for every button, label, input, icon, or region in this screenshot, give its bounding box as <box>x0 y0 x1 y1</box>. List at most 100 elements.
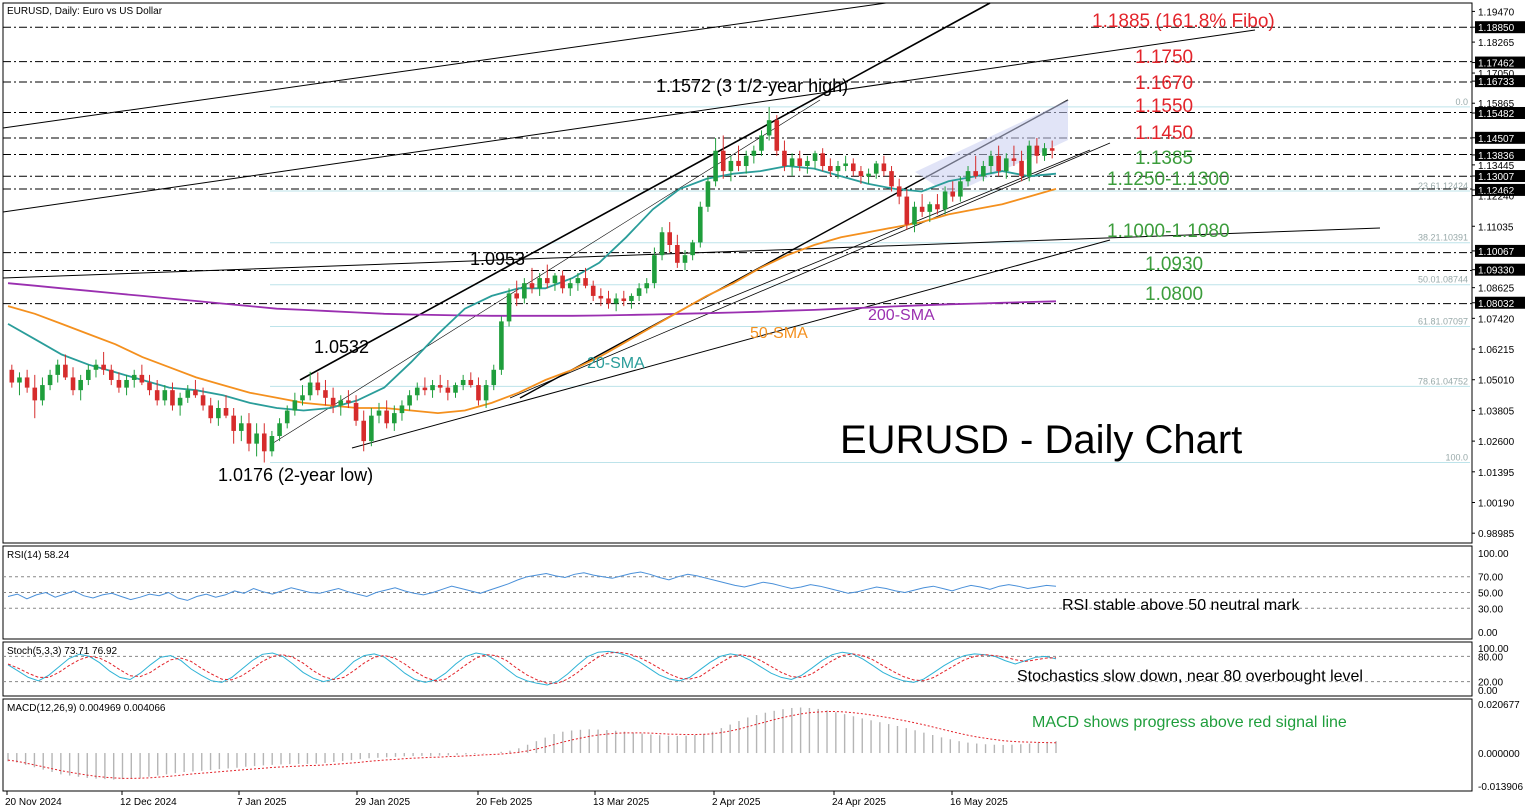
candle <box>728 155 734 182</box>
price-tick-label: 1.03805 <box>1478 406 1515 417</box>
candle <box>973 155 978 179</box>
sma200-line <box>7 282 1057 317</box>
candle <box>935 194 940 215</box>
candle <box>407 390 412 411</box>
fib-label-2: 38.21.10391 <box>1418 233 1468 243</box>
date-tick-label: 2 Apr 2025 <box>712 797 761 808</box>
candle <box>514 280 519 307</box>
indicator-tick-label: 20.00 <box>1478 678 1503 689</box>
candle <box>1011 145 1017 167</box>
candle <box>1034 138 1040 164</box>
candle <box>1003 153 1009 179</box>
candle <box>552 273 558 291</box>
candle <box>506 288 512 327</box>
candle <box>32 374 38 419</box>
candle <box>116 372 122 393</box>
candle <box>437 374 443 393</box>
price-tick-label: 1.01395 <box>1478 468 1515 479</box>
candle <box>988 150 994 174</box>
candle <box>1019 150 1024 182</box>
rising-wedge-shade <box>915 100 1068 195</box>
candle <box>300 385 305 406</box>
candle <box>965 166 971 187</box>
candle <box>154 379 160 406</box>
candle <box>720 135 726 179</box>
candle <box>78 374 83 401</box>
candle <box>445 379 451 401</box>
support-label-5: 1.0800 <box>1145 284 1203 305</box>
candle <box>108 364 114 386</box>
date-tick-label: 16 May 2025 <box>950 797 1008 808</box>
price-tag <box>1475 170 1525 183</box>
price-tag <box>1475 131 1525 144</box>
trend-line-7 <box>699 149 1091 311</box>
fib-label-5: 78.61.04752 <box>1418 376 1468 386</box>
candle <box>47 369 53 391</box>
candle <box>208 397 214 424</box>
candle <box>246 413 252 452</box>
trend-line-3 <box>299 2 991 381</box>
sma50-line <box>7 188 1057 415</box>
candle <box>873 160 879 179</box>
trend-line-5 <box>351 239 1111 449</box>
candle <box>24 369 30 393</box>
date-tick-label: 13 Mar 2025 <box>593 797 650 808</box>
price-candles <box>9 106 1055 463</box>
candle <box>1042 143 1047 161</box>
candle <box>460 374 466 391</box>
trend-line-1 <box>2 29 1256 213</box>
price-tick-label: 1.11035 <box>1478 222 1514 233</box>
indicator-tick-label: 0.000000 <box>1478 749 1520 760</box>
candle <box>782 140 787 172</box>
candle <box>667 222 672 253</box>
fib-label-6: 100.0 <box>1445 453 1468 463</box>
candle <box>560 270 565 294</box>
candle <box>1026 140 1032 182</box>
candle <box>820 148 825 172</box>
indicator-tick-label: 100.00 <box>1478 549 1509 560</box>
rsi-note: RSI stable above 50 neutral mark <box>1062 597 1300 614</box>
candle <box>919 194 925 217</box>
indicator-tick-label: 50.00 <box>1478 589 1503 600</box>
price-tick-label: 1.15865 <box>1478 99 1515 110</box>
price-tick-label: 1.09330 <box>1478 266 1515 277</box>
candle <box>896 178 902 205</box>
candle <box>629 293 634 309</box>
fib-label-4: 61.81.07097 <box>1418 316 1468 326</box>
candle <box>812 150 818 169</box>
candle <box>216 400 221 426</box>
candle <box>537 273 542 296</box>
stoch-main-line <box>7 650 1057 686</box>
trend-line-8 <box>509 142 1111 399</box>
price-axis: 1.19470 1.18850 1.18265 1.174621.170501.167… <box>1472 7 1525 540</box>
price-tick-label: 1.18850 <box>1478 23 1515 34</box>
support-label-2: 1.1250-1.1300 <box>1107 169 1230 190</box>
indicator-tick-label: 0.00 <box>1478 628 1498 639</box>
candle <box>468 372 474 388</box>
candle <box>759 130 764 156</box>
candle <box>590 280 596 302</box>
candle <box>101 351 106 375</box>
candle <box>86 364 91 386</box>
candle <box>453 382 458 398</box>
macd-label: MACD(12,26,9) 0.004969 0.004066 <box>7 703 166 714</box>
price-tick-label: 1.18265 <box>1478 38 1515 49</box>
support-label-1: 1.1385 <box>1135 148 1193 169</box>
fibonacci-retracement-lines: 0.0 23.61.12424 38.21.10391 50.01.08744 61.8… <box>270 97 1470 464</box>
candle <box>636 283 642 302</box>
candle <box>323 379 328 406</box>
candle <box>261 423 267 463</box>
price-tick-label: 1.10067 <box>1478 247 1515 258</box>
candle <box>545 264 550 289</box>
resistance-label-3: 1.1550 <box>1135 96 1193 117</box>
price-tick-label: 1.06215 <box>1478 345 1515 356</box>
date-tick-label: 20 Nov 2024 <box>5 797 62 808</box>
resistance-label-4: 1.1450 <box>1135 123 1193 144</box>
resistance-label-2: 1.1670 <box>1135 73 1193 94</box>
price-tag <box>1475 244 1525 257</box>
candle <box>843 155 848 172</box>
sma50-label: 50-SMA <box>750 325 808 342</box>
candle <box>575 273 581 291</box>
candle <box>376 402 382 424</box>
candle <box>904 188 910 230</box>
